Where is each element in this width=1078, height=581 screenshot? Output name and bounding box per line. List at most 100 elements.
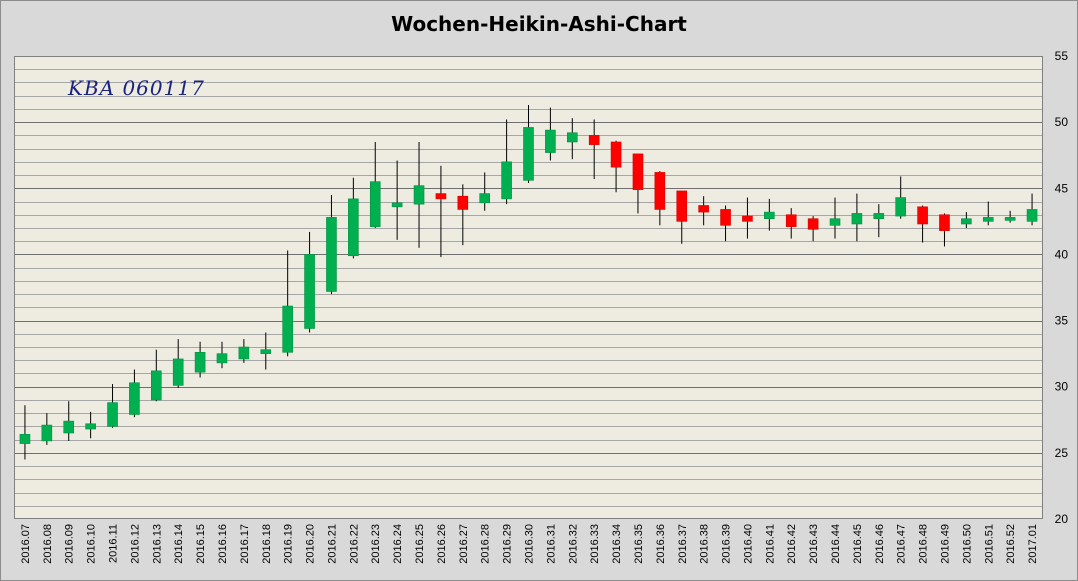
chart-annotation: KBA 060117 <box>68 76 205 100</box>
candle-body-2016.27 <box>457 195 469 210</box>
x-tick-label: 2016.34 <box>611 524 623 564</box>
x-tick-label: 2016.14 <box>173 524 185 564</box>
x-tick-label: 2016.22 <box>348 524 360 564</box>
x-tick-label: 2016.09 <box>64 524 76 564</box>
candle-body-2016.37 <box>676 190 688 222</box>
x-tick-label: 2016.48 <box>918 524 930 564</box>
x-tick-label: 2016.40 <box>742 524 754 564</box>
candle-body-2016.08 <box>41 424 53 442</box>
x-tick-label: 2016.50 <box>961 524 973 564</box>
candle-body-2016.31 <box>545 129 556 153</box>
x-tick-label: 2016.31 <box>545 524 557 564</box>
x-tick-label: 2016.19 <box>283 524 295 564</box>
y-tick-label: 55 <box>1055 49 1069 63</box>
candle-body-2016.29 <box>501 161 512 200</box>
candle-body-2016.22 <box>348 198 359 257</box>
x-tick-label: 2017.01 <box>1027 524 1039 564</box>
candle-body-2016.17 <box>238 346 250 360</box>
candle-body-2016.38 <box>698 205 709 213</box>
candle-body-2016.16 <box>216 353 228 364</box>
x-tick-label: 2016.28 <box>480 524 492 564</box>
plot-border <box>14 56 1043 519</box>
candle-body-2016.23 <box>369 181 381 227</box>
x-tick-label: 2016.49 <box>939 524 951 564</box>
x-tick-label: 2016.13 <box>151 524 163 564</box>
candle-body-2016.48 <box>917 206 928 225</box>
x-tick-label: 2016.11 <box>108 524 120 563</box>
candle-body-2016.32 <box>566 132 578 143</box>
candle-body-2016.43 <box>807 218 819 230</box>
candle-body-2016.35 <box>632 153 644 190</box>
candle-body-2016.09 <box>63 420 75 434</box>
y-tick-label: 30 <box>1055 380 1069 394</box>
candle-body-2016.07 <box>19 434 31 444</box>
x-tick-label: 2016.33 <box>589 524 601 564</box>
candle-body-2016.33 <box>588 135 600 145</box>
x-tick-label: 2016.38 <box>699 524 711 564</box>
x-tick-label: 2016.39 <box>721 524 733 564</box>
x-tick-label: 2016.43 <box>808 524 820 564</box>
candle-body-2016.26 <box>435 193 447 200</box>
y-tick-label: 40 <box>1055 247 1069 261</box>
candle-body-2016.28 <box>479 193 491 204</box>
candle-body-2016.50 <box>961 218 972 225</box>
candle-body-2016.20 <box>304 254 315 329</box>
candle-body-2016.14 <box>172 358 184 386</box>
x-tick-label: 2016.10 <box>86 524 98 564</box>
x-tick-label: 2016.51 <box>983 524 995 564</box>
x-tick-label: 2016.15 <box>195 524 207 564</box>
candle-body-2016.15 <box>194 352 206 373</box>
x-tick-label: 2016.36 <box>655 524 667 564</box>
x-tick-label: 2016.41 <box>764 524 776 564</box>
candle-body-2016.42 <box>785 214 797 227</box>
candle-body-2016.10 <box>85 423 96 430</box>
x-tick-label: 2016.16 <box>217 524 229 564</box>
candle-body-2016.45 <box>851 213 863 225</box>
x-tick-label: 2016.30 <box>524 524 536 564</box>
candle-body-2016.18 <box>260 349 272 354</box>
x-tick-label: 2016.26 <box>436 524 448 564</box>
candle-body-2016.25 <box>413 185 425 205</box>
x-tick-label: 2016.23 <box>370 524 382 564</box>
x-tick-label: 2016.24 <box>392 524 404 564</box>
candle-body-2016.36 <box>654 172 666 210</box>
x-tick-label: 2016.47 <box>896 524 908 564</box>
y-tick-label: 45 <box>1055 181 1069 195</box>
x-tick-label: 2016.27 <box>458 524 470 564</box>
candle-body-2016.24 <box>391 202 403 208</box>
candle-body-2016.11 <box>107 402 118 427</box>
x-tick-label: 2016.20 <box>305 524 317 564</box>
x-tick-label: 2016.29 <box>502 524 514 564</box>
y-tick-label: 50 <box>1055 115 1069 129</box>
candle-body-2016.39 <box>720 209 731 226</box>
candle-body-2016.21 <box>326 217 337 292</box>
x-tick-label: 2016.07 <box>20 524 32 564</box>
candle-body-2017.01 <box>1026 209 1038 222</box>
y-tick-label: 20 <box>1055 512 1069 526</box>
candle-body-2016.49 <box>939 214 950 231</box>
x-tick-label: 2016.46 <box>874 524 886 564</box>
candle-body-2016.19 <box>282 305 293 353</box>
x-tick-label: 2016.32 <box>567 524 579 564</box>
x-tick-label: 2016.37 <box>677 524 689 564</box>
candle-body-2016.40 <box>742 215 753 222</box>
candle-body-2016.51 <box>982 217 994 222</box>
x-tick-label: 2016.44 <box>830 524 842 564</box>
x-tick-label: 2016.42 <box>786 524 798 564</box>
candle-body-2016.47 <box>895 197 906 217</box>
chart-title: Wochen-Heikin-Ashi-Chart <box>391 12 687 36</box>
candle-body-2016.12 <box>129 382 140 415</box>
candle-body-2016.30 <box>523 127 534 181</box>
x-tick-label: 2016.45 <box>852 524 864 564</box>
candle-body-2016.34 <box>610 141 622 168</box>
y-tick-label: 35 <box>1055 314 1069 328</box>
x-tick-label: 2016.35 <box>633 524 645 564</box>
x-tick-label: 2016.25 <box>414 524 426 564</box>
y-tick-label: 25 <box>1055 446 1069 460</box>
candle-body-2016.41 <box>764 211 775 220</box>
x-tick-label: 2016.21 <box>326 524 338 564</box>
x-tick-label: 2016.12 <box>129 524 141 564</box>
x-tick-label: 2016.52 <box>1005 524 1017 564</box>
x-tick-label: 2016.17 <box>239 524 251 564</box>
